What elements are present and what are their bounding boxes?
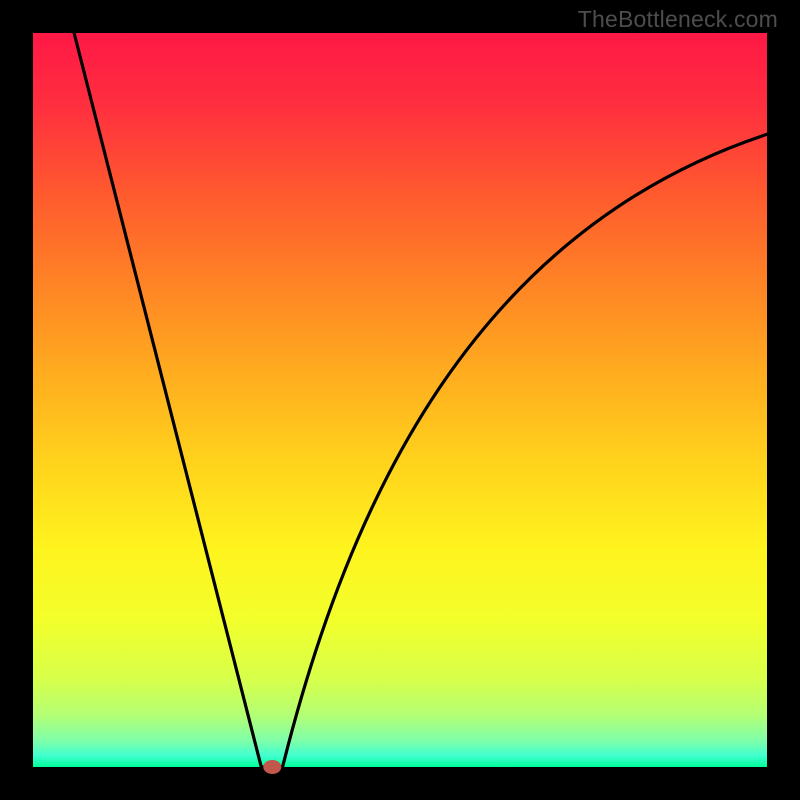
watermark-text: TheBottleneck.com [578, 6, 778, 33]
optimum-marker [263, 760, 281, 774]
bottleneck-curve [74, 33, 767, 767]
curve-layer [0, 0, 800, 800]
chart-stage: TheBottleneck.com [0, 0, 800, 800]
